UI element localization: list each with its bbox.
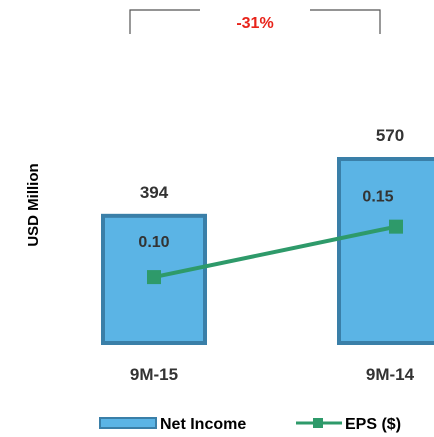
legend-swatch-net-income bbox=[99, 417, 157, 429]
bar-value-label: 570 bbox=[376, 126, 404, 145]
eps-line bbox=[153, 224, 397, 280]
y-axis-label: USD Million bbox=[25, 163, 42, 246]
eps-value-label: 0.10 bbox=[138, 234, 169, 251]
legend-label-eps: EPS ($) bbox=[345, 416, 401, 433]
eps-value-label: 0.15 bbox=[362, 189, 393, 206]
category-label: 9M-14 bbox=[366, 365, 415, 384]
bar-9m-14 bbox=[337, 157, 434, 345]
category-label: 9M-15 bbox=[130, 365, 178, 384]
bar-value-label: 394 bbox=[140, 183, 169, 202]
legend-swatch-eps-marker bbox=[313, 418, 323, 428]
change-annotation: -31% bbox=[236, 15, 273, 32]
legend: Net Income EPS ($) bbox=[99, 416, 401, 433]
eps-marker bbox=[389, 219, 403, 234]
eps-marker bbox=[147, 270, 161, 285]
legend-label-net-income: Net Income bbox=[160, 416, 246, 433]
change-bracket bbox=[129, 9, 381, 34]
